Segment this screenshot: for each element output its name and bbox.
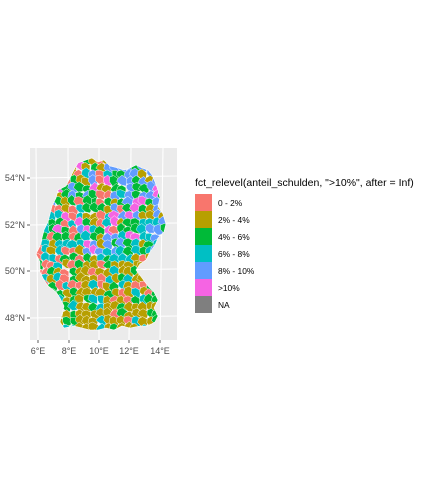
- x-axis-labels: 6°E 8°E 10°E 12°E 14°E: [31, 346, 170, 356]
- legend-label-6-8: 6% - 8%: [218, 249, 250, 259]
- legend-items: 0 - 2% 2% - 4% 4% - 6% 6% - 8% 8% - 10% …: [195, 194, 255, 313]
- district: [73, 181, 85, 193]
- legend-label-2-4: 2% - 4%: [218, 215, 250, 225]
- district: [87, 294, 98, 305]
- x-tick-label: 8°E: [62, 346, 77, 356]
- legend-swatch-over-10: [195, 279, 212, 296]
- district: [137, 308, 149, 319]
- district: [121, 202, 133, 214]
- grid-line-14e: [159, 147, 164, 341]
- district: [95, 189, 107, 200]
- legend-swatch-2-4: [195, 211, 212, 228]
- district: [81, 202, 93, 214]
- y-tick-label: 48°N: [5, 313, 25, 323]
- legend-label-8-10: 8% - 10%: [218, 266, 255, 276]
- legend-label-0-2: 0 - 2%: [218, 198, 243, 208]
- district: [88, 329, 101, 330]
- legend-swatch-4-6: [195, 228, 212, 245]
- legend-title: fct_relevel(anteil_schulden, ">10%", aft…: [195, 177, 414, 189]
- y-tick-label: 50°N: [5, 266, 25, 276]
- y-tick-label: 54°N: [5, 173, 25, 183]
- district: [95, 322, 108, 330]
- district: [60, 246, 71, 256]
- legend-label-4-6: 4% - 6%: [218, 232, 250, 242]
- district: [67, 194, 77, 207]
- grid-line-6e: [35, 147, 39, 341]
- district: [107, 225, 120, 235]
- legend-swatch-0-2: [195, 194, 212, 211]
- legend: fct_relevel(anteil_schulden, ">10%", aft…: [195, 177, 414, 313]
- district: [79, 229, 92, 242]
- legend-swatch-8-10: [195, 262, 212, 279]
- legend-swatch-6-8: [195, 245, 212, 262]
- axis-ticks: [27, 177, 161, 343]
- x-tick-label: 14°E: [150, 346, 170, 356]
- y-tick-label: 52°N: [5, 220, 25, 230]
- district: [145, 223, 156, 234]
- district: [116, 189, 127, 199]
- district: [67, 299, 79, 311]
- y-axis-labels: 54°N 52°N 50°N 48°N: [5, 173, 25, 323]
- legend-label-na: NA: [218, 300, 230, 310]
- x-tick-label: 10°E: [89, 346, 109, 356]
- legend-label-over-10: >10%: [218, 283, 240, 293]
- district: [116, 174, 128, 187]
- x-tick-label: 6°E: [31, 346, 46, 356]
- x-tick-label: 12°E: [119, 346, 139, 356]
- legend-swatch-na: [195, 296, 212, 313]
